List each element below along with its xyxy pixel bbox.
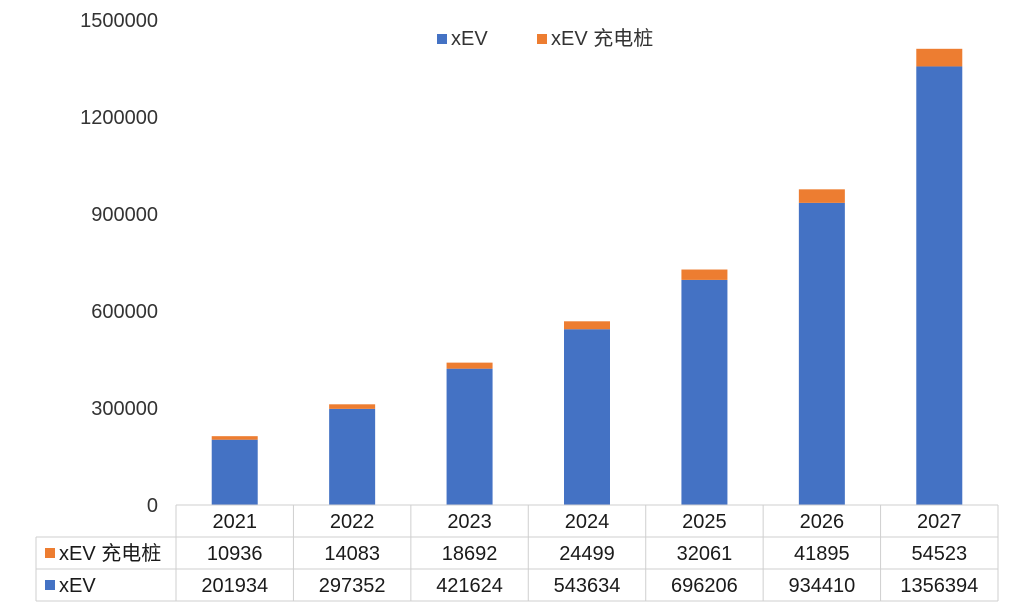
x-tick-label: 2023: [447, 511, 492, 533]
data-label: 10936: [207, 543, 263, 565]
table-row-label: xEV 充电桩: [59, 542, 161, 565]
data-label: 421624: [436, 575, 503, 597]
data-label: 32061: [677, 543, 733, 565]
y-tick-label: 300000: [91, 398, 158, 420]
table-legend-swatch: [45, 548, 55, 558]
y-tick-label: 0: [147, 495, 158, 517]
data-label: 24499: [559, 543, 615, 565]
data-label: 543634: [554, 575, 621, 597]
data-label: 54523: [911, 543, 967, 565]
bar-segment-xev: [564, 329, 610, 505]
x-tick-label: 2027: [917, 511, 962, 533]
bar-segment-charger: [329, 404, 376, 409]
y-tick-label: 1500000: [80, 10, 158, 32]
data-label: 14083: [324, 543, 380, 565]
legend-label: xEV 充电桩: [551, 27, 653, 50]
data-label: 41895: [794, 543, 850, 565]
bar-segment-xev: [681, 279, 728, 505]
bar-segment-xev: [211, 439, 258, 505]
data-label: 297352: [319, 575, 386, 597]
x-tick-label: 2021: [212, 511, 257, 533]
bar-segment-xev: [798, 202, 845, 506]
table-legend-swatch: [45, 580, 55, 590]
table-row-label: xEV: [59, 575, 96, 597]
y-tick-label: 900000: [91, 204, 158, 226]
bars: [211, 48, 963, 506]
y-axis: 0 300000 600000 900000 1200000 1500000: [80, 10, 158, 517]
bar-segment-xev: [446, 368, 493, 505]
data-label: 1356394: [900, 575, 978, 597]
data-label: 18692: [442, 543, 498, 565]
y-tick-label: 600000: [91, 301, 158, 323]
data-table: 2021 2022 2023 2024 2025 2026 2027 xEV 充电桩 10936…: [35, 504, 999, 602]
bar-segment-xev: [916, 66, 963, 505]
bar-segment-charger: [916, 48, 963, 67]
y-tick-label: 1200000: [80, 107, 158, 129]
x-tick-label: 2025: [682, 511, 727, 533]
x-tick-label: 2024: [565, 511, 610, 533]
x-tick-label: 2022: [330, 511, 375, 533]
x-tick-label: 2026: [800, 511, 845, 533]
legend: xEV xEV 充电桩: [437, 27, 653, 50]
bar-segment-charger: [564, 321, 610, 330]
bar-segment-charger: [681, 269, 728, 280]
bar-segment-charger: [446, 362, 493, 369]
legend-swatch: [537, 34, 547, 44]
legend-label: xEV: [451, 28, 488, 50]
bar-segment-charger: [211, 436, 258, 440]
legend-swatch: [437, 34, 447, 44]
bar-segment-xev: [329, 408, 376, 505]
data-label: 696206: [671, 575, 738, 597]
data-label: 934410: [788, 575, 855, 597]
bar-segment-charger: [798, 189, 845, 203]
data-label: 201934: [201, 575, 268, 597]
